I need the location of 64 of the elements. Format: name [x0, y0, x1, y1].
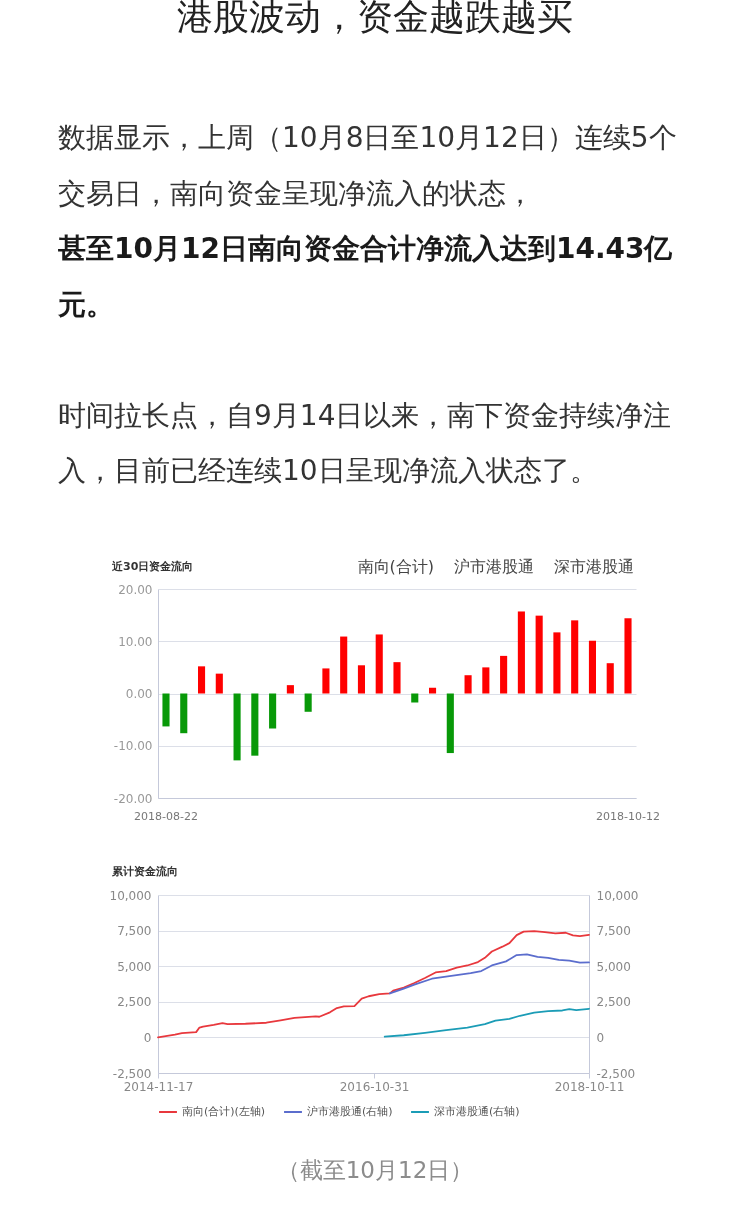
bar	[197, 666, 206, 694]
bar	[215, 673, 223, 694]
text: 数据显示，上周（10月8日至10月12日）连续5个交易日，南向资金呈现净流入的状态，	[58, 121, 677, 210]
bar	[393, 662, 401, 694]
y-tick-label: 7,500	[117, 924, 152, 939]
legend-label: 深市港股通(右轴)	[434, 1105, 520, 1118]
bar	[162, 693, 170, 727]
bar	[375, 634, 383, 694]
bar	[446, 693, 454, 754]
x-tick-label: 2018-10-12	[596, 809, 660, 823]
y-tick-label: -20.00	[113, 791, 153, 806]
x-tick-label: 2016-10-31	[339, 1079, 410, 1094]
y2-tick-label: 7,500	[596, 924, 631, 939]
bar	[500, 655, 508, 694]
line-series	[157, 930, 590, 1039]
x-tick-label: 2014-11-17	[123, 1079, 194, 1094]
y-tick-label: 20.00	[118, 582, 153, 597]
bar	[517, 611, 525, 694]
y2-tick-label: 2,500	[596, 995, 631, 1010]
y2-tick-label: 10,000	[596, 888, 639, 903]
text: 港股波动，资金越跌越买	[177, 0, 573, 37]
x-tick-label: 2018-10-11	[554, 1079, 625, 1094]
legend-label: 南向(合计)(左轴)	[182, 1105, 266, 1118]
text: 南向(合计)	[357, 557, 434, 576]
bar	[304, 693, 312, 712]
bar	[624, 618, 632, 694]
line-series	[383, 1007, 590, 1038]
bar	[482, 667, 490, 694]
text: 时间拉长点，自9月14日以来，南下资金持续净注入，目前已经连续10日呈现净流入状态了。	[58, 398, 672, 487]
y-tick-label: 5,000	[117, 959, 152, 974]
x-tick-label: 2018-08-22	[134, 809, 198, 823]
bar	[340, 636, 348, 694]
bar	[464, 675, 472, 694]
text: 沪市港股通	[454, 557, 534, 576]
y-tick-label: 10,000	[109, 888, 152, 903]
text: 甚至10月12日南向资金合计净流入达到14.43亿元。	[57, 232, 674, 321]
y-tick-label: 0	[143, 1030, 152, 1045]
bar	[588, 640, 597, 694]
y-tick-label: -10.00	[113, 739, 153, 754]
chart-title: 近30日资金流向	[111, 560, 194, 573]
bar	[357, 665, 366, 694]
y-tick-label: 10.00	[118, 634, 153, 649]
bar	[428, 687, 437, 694]
bar	[571, 620, 579, 694]
legend-label: 沪市港股通(右轴)	[307, 1105, 393, 1118]
bar	[553, 632, 561, 694]
line-series	[388, 953, 590, 995]
bar	[286, 685, 294, 694]
y-tick-label: -2,500	[112, 1066, 152, 1081]
y-tick-label: 0.00	[125, 687, 153, 701]
text: （截至10月12日）	[276, 1157, 474, 1183]
bar	[251, 693, 259, 756]
y-tick-label: 2,500	[117, 995, 152, 1010]
y2-tick-label: 5,000	[596, 959, 631, 974]
bar	[269, 693, 277, 729]
bar	[606, 663, 614, 694]
y2-tick-label: 0	[596, 1030, 605, 1045]
bar	[233, 693, 241, 761]
bar	[180, 693, 188, 734]
text: 深市港股通	[554, 557, 634, 576]
bar	[535, 615, 543, 694]
bar	[322, 668, 330, 694]
y2-tick-label: -2,500	[596, 1066, 636, 1081]
chart-title: 累计资金流向	[111, 865, 178, 878]
